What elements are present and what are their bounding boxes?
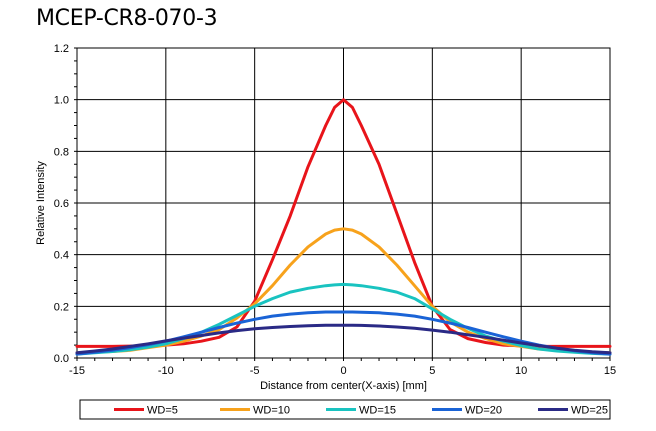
y-tick-label: 1.2: [54, 43, 69, 55]
legend-label: WD=5: [147, 405, 178, 417]
y-axis-label: Relative Intensity: [35, 161, 47, 245]
legend: WD=5 WD=10 WD=15 WD=20 WD=25: [114, 405, 608, 417]
x-tick-label: -5: [250, 365, 260, 377]
x-tick-label: -10: [158, 365, 174, 377]
y-tick-label: 0.2: [54, 301, 69, 313]
series-line-wd-15: [75, 282, 612, 356]
series-line-wd-25: [75, 323, 612, 355]
chart-title: MCEP-CR8-070-3: [36, 6, 218, 31]
x-axis-ticks: -15 -10 -5 0 5 10 15: [69, 358, 616, 377]
y-tick-label: 0.0: [54, 353, 69, 365]
legend-label: WD=10: [253, 405, 290, 417]
y-tick-label: 0.4: [54, 250, 69, 262]
y-tick-label: 1.0: [54, 95, 69, 107]
x-tick-label: 15: [604, 365, 616, 377]
y-tick-label: 0.6: [54, 198, 69, 210]
x-axis-label: Distance from center(X-axis) [mm]: [260, 380, 427, 392]
legend-label: WD=25: [571, 405, 608, 417]
y-tick-label: 0.8: [54, 146, 69, 158]
x-tick-label: -15: [69, 365, 85, 377]
x-tick-label: 5: [429, 365, 435, 377]
legend-label: WD=20: [465, 405, 502, 417]
series-group: [75, 98, 612, 356]
x-tick-label: 0: [340, 365, 346, 377]
legend-label: WD=15: [359, 405, 396, 417]
x-tick-label: 10: [515, 365, 527, 377]
y-axis-ticks: 0.0 0.2 0.4 0.6 0.8 1.0 1.2: [54, 43, 77, 365]
